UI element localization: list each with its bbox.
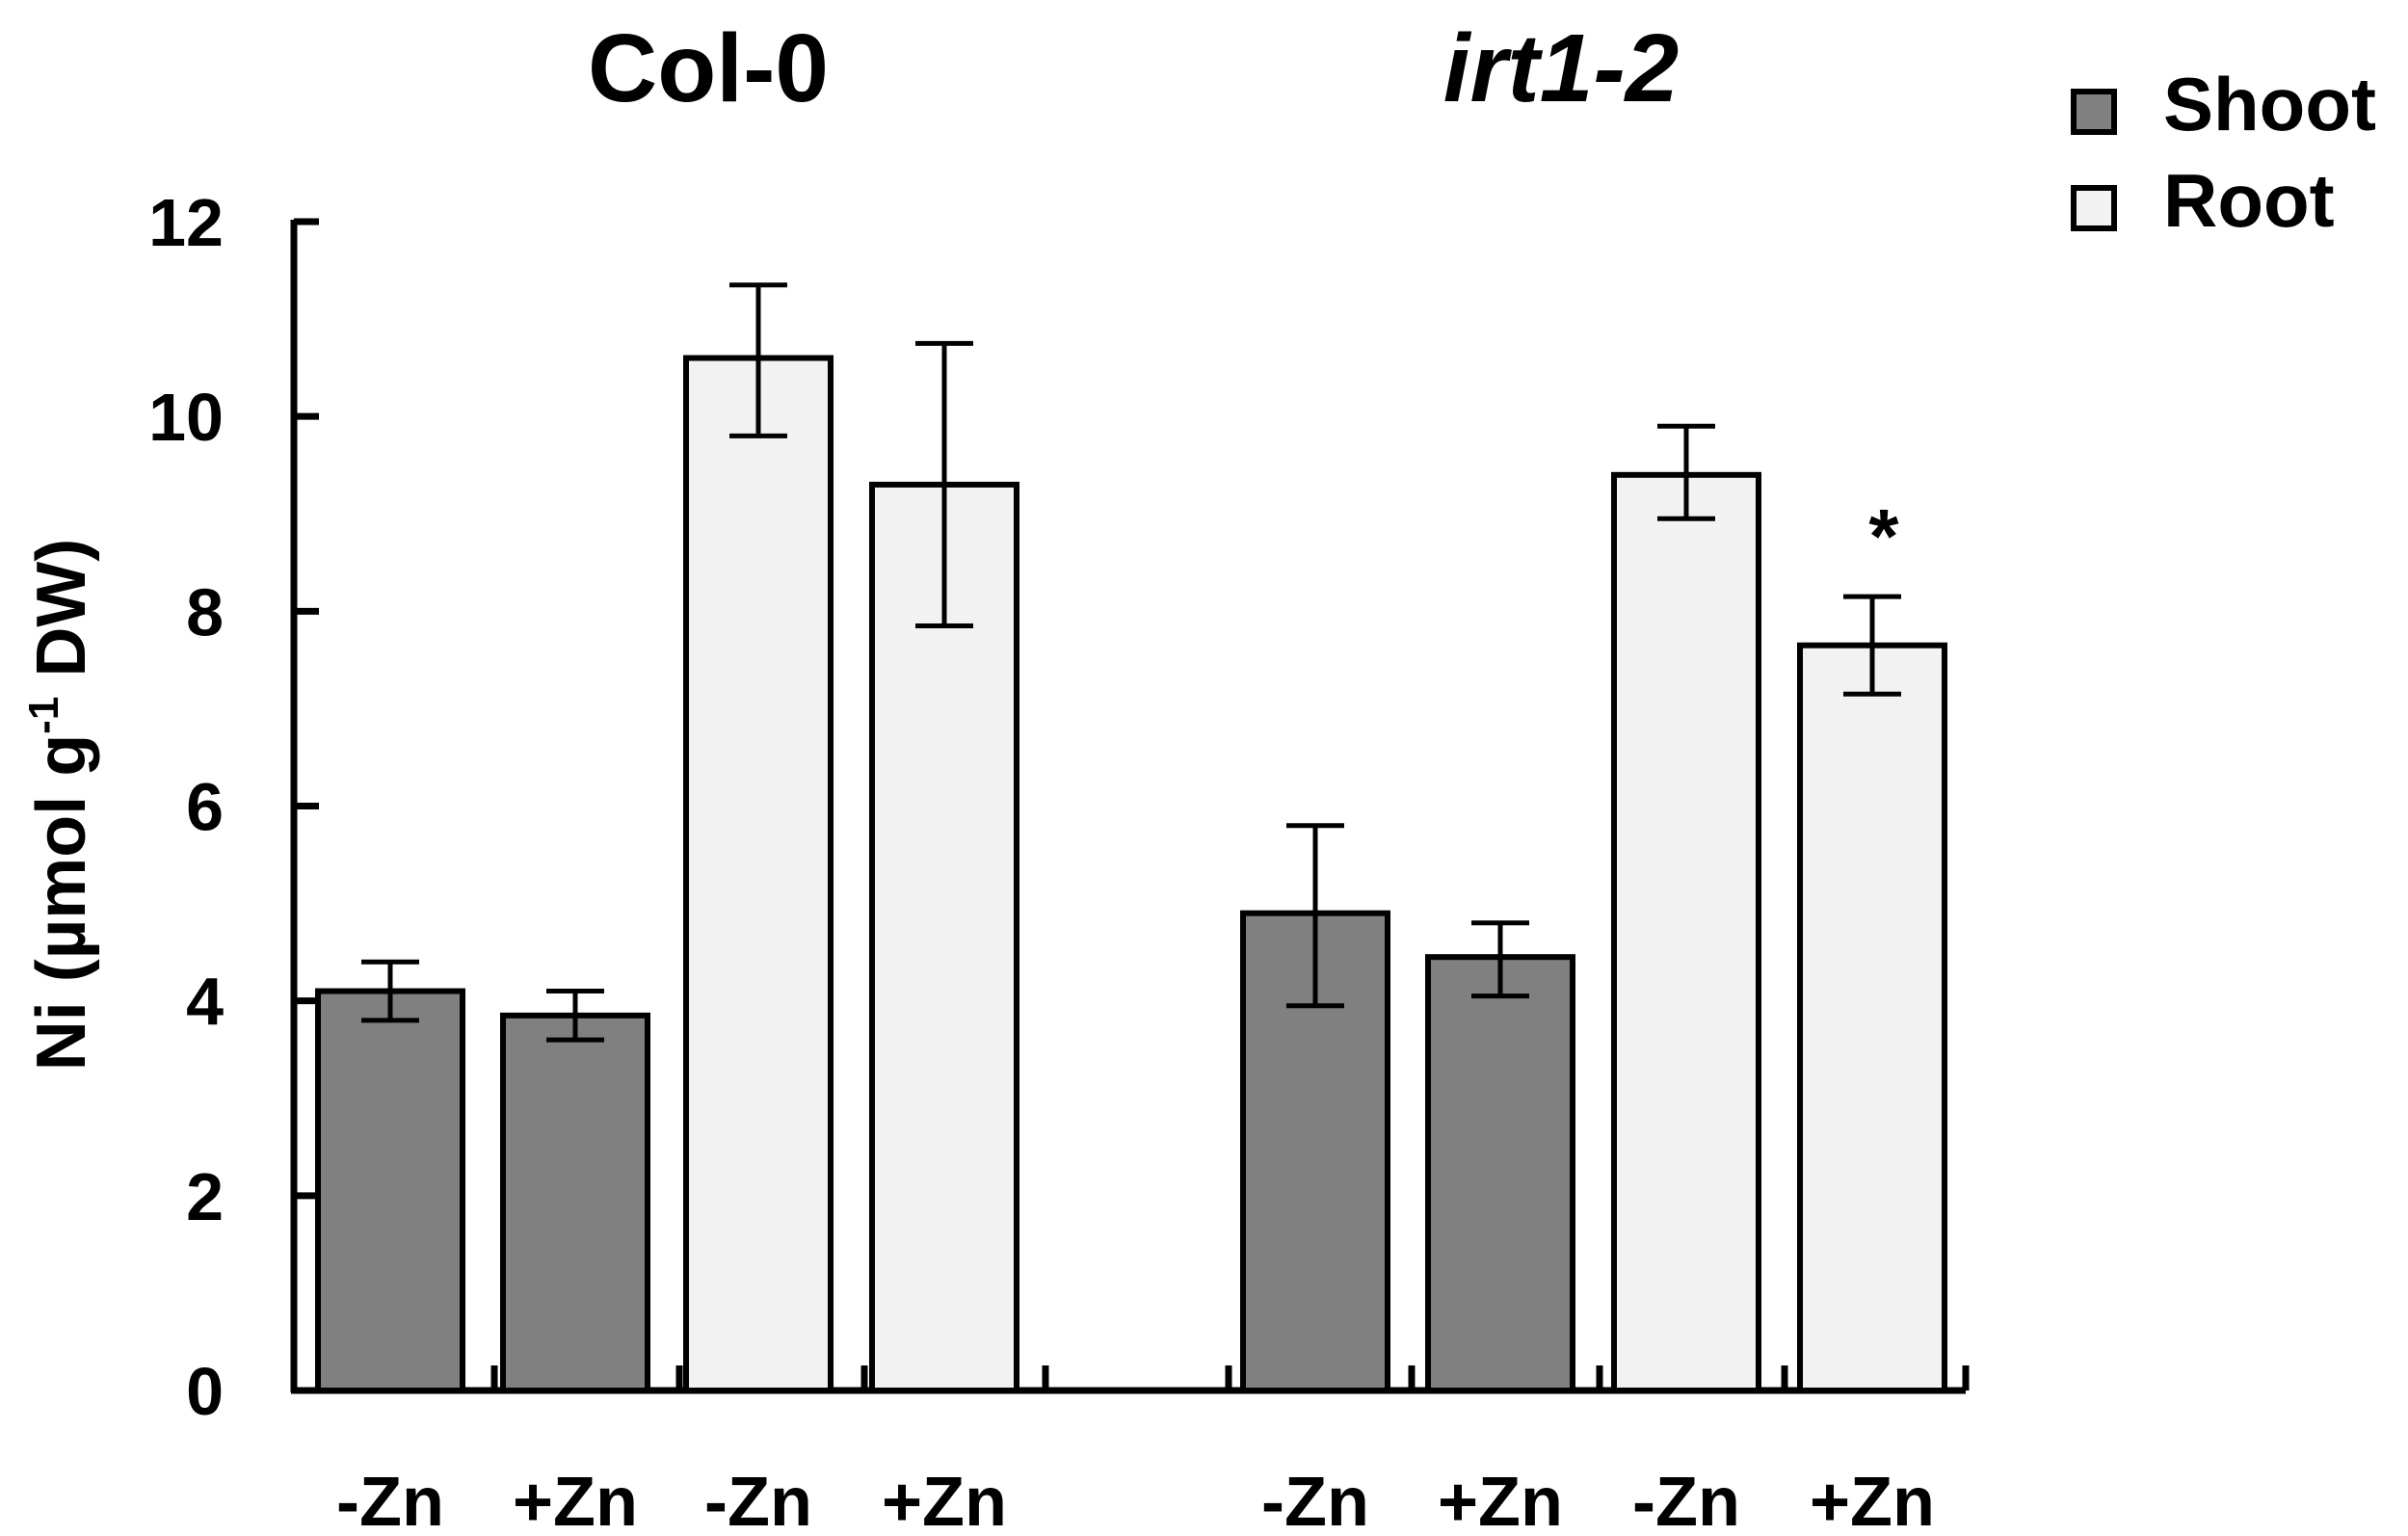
legend-swatch-root <box>2071 185 2117 231</box>
y-tick-label: 6 <box>186 770 224 845</box>
y-tick-label: 4 <box>186 965 224 1040</box>
bar <box>500 1012 650 1394</box>
x-tick-label: +Zn <box>1438 1464 1563 1536</box>
y-tick-label: 12 <box>148 185 224 260</box>
x-tick-label: -Zn <box>1632 1464 1740 1536</box>
bar <box>869 481 1019 1393</box>
bars <box>315 282 1947 1394</box>
bar <box>683 355 834 1393</box>
y-axis-label-superscript: -1 <box>20 697 67 734</box>
x-tick-label: -Zn <box>1261 1464 1369 1536</box>
labels: -Zn +Zn -Zn +Zn -Zn +Zn -Zn * +Zn Col-0 irt1-2 <box>336 14 1935 1536</box>
legend: Shoot Root <box>2071 62 2376 243</box>
x-tick-label: +Zn <box>513 1464 638 1536</box>
y-tick-label: 10 <box>148 380 224 455</box>
bar <box>1425 954 1575 1393</box>
bar <box>1797 642 1947 1393</box>
significance-asterisk: * <box>1868 493 1899 579</box>
y-axis-label-tail: DW) <box>23 539 100 697</box>
x-tick-label: -Zn <box>336 1464 444 1536</box>
legend-label-root: Root <box>2163 158 2335 243</box>
group-title: irt1-2 <box>1443 14 1680 122</box>
x-tick-label: +Zn <box>882 1464 1007 1536</box>
group-title: Col-0 <box>588 14 829 122</box>
bar <box>1611 471 1761 1394</box>
bar <box>315 988 465 1394</box>
legend-swatch-shoot <box>2071 89 2117 135</box>
y-axis-label-main: Ni (µmol g <box>23 734 100 1071</box>
x-tick-label: -Zn <box>704 1464 812 1536</box>
y-tick-label: 0 <box>186 1354 224 1429</box>
x-tick-label: +Zn <box>1810 1464 1935 1536</box>
y-axis-label: Ni (µmol g-1 DW) <box>20 539 100 1072</box>
y-tick-label: 2 <box>186 1159 224 1234</box>
y-tick-label: 8 <box>186 574 224 649</box>
legend-label-shoot: Shoot <box>2163 62 2376 146</box>
